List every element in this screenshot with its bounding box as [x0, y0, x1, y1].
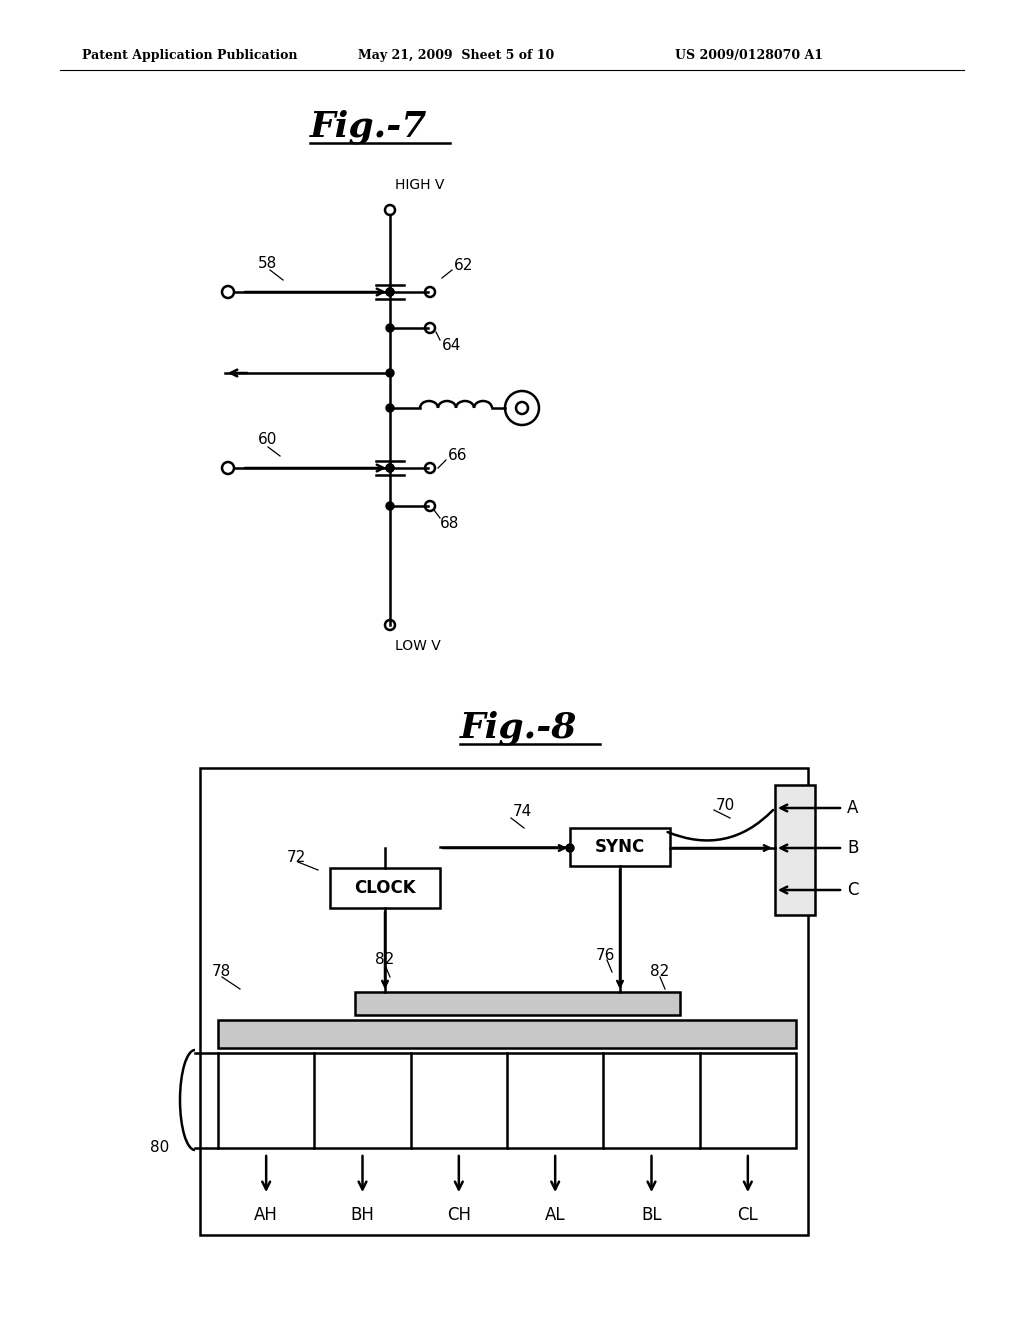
Circle shape	[386, 288, 394, 296]
Text: 74: 74	[513, 804, 532, 820]
Text: BH: BH	[350, 1206, 375, 1224]
Text: HIGH V: HIGH V	[395, 178, 444, 191]
Text: 78: 78	[212, 965, 231, 979]
Text: 76: 76	[596, 948, 615, 962]
Text: 82: 82	[650, 965, 670, 979]
Bar	[200, 768, 808, 1236]
Text: Patent Application Publication: Patent Application Publication	[82, 49, 298, 62]
Circle shape	[566, 843, 574, 851]
Text: 64: 64	[442, 338, 462, 354]
Circle shape	[386, 465, 394, 473]
Text: AH: AH	[254, 1206, 279, 1224]
Text: 58: 58	[258, 256, 278, 271]
Text: Fig.-7: Fig.-7	[310, 110, 427, 144]
Text: 62: 62	[454, 257, 473, 272]
Circle shape	[386, 323, 394, 333]
Text: 72: 72	[287, 850, 306, 866]
Text: A: A	[847, 799, 858, 817]
Circle shape	[386, 502, 394, 510]
Text: C: C	[847, 880, 858, 899]
Text: B: B	[847, 840, 858, 857]
Text: 66: 66	[449, 447, 468, 462]
Text: 60: 60	[258, 433, 278, 447]
Text: LOW V: LOW V	[395, 639, 440, 653]
Text: 82: 82	[375, 953, 394, 968]
Text: Fig.-8: Fig.-8	[460, 710, 578, 746]
Circle shape	[386, 465, 394, 473]
Circle shape	[386, 370, 394, 378]
Circle shape	[386, 404, 394, 412]
Text: US 2009/0128070 A1: US 2009/0128070 A1	[675, 49, 823, 62]
Text: CL: CL	[737, 1206, 758, 1224]
Text: SYNC: SYNC	[595, 838, 645, 855]
Bar	[218, 1020, 796, 1048]
Text: CLOCK: CLOCK	[354, 879, 416, 898]
Text: 70: 70	[716, 797, 735, 813]
Bar	[218, 1053, 796, 1148]
Text: BL: BL	[641, 1206, 662, 1224]
Bar	[355, 993, 680, 1015]
Bar	[570, 828, 670, 866]
Bar	[330, 869, 440, 908]
Text: CH: CH	[446, 1206, 471, 1224]
Circle shape	[386, 288, 394, 296]
Text: May 21, 2009  Sheet 5 of 10: May 21, 2009 Sheet 5 of 10	[358, 49, 554, 62]
Text: 68: 68	[440, 516, 460, 532]
Bar	[775, 785, 815, 915]
Text: 80: 80	[150, 1140, 169, 1155]
Text: AL: AL	[545, 1206, 565, 1224]
